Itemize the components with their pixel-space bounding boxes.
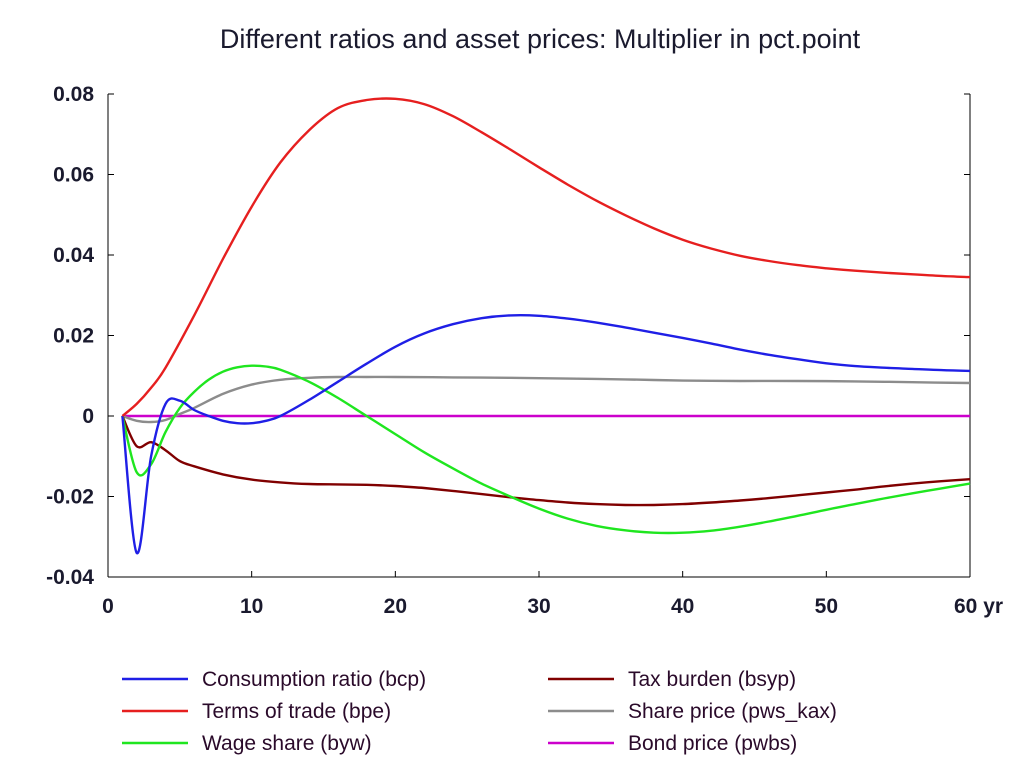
legend-label: Tax burden (bsyp) <box>628 668 796 691</box>
legend-label: Bond price (pwbs) <box>628 732 797 755</box>
legend-label: Wage share (byw) <box>202 732 372 755</box>
x-tick-label: 60 yr <box>954 595 1003 618</box>
legend-label: Share price (pws_kax) <box>628 700 837 723</box>
legend-label: Consumption ratio (bcp) <box>202 668 426 691</box>
legend-label: Terms of trade (bpe) <box>202 700 391 723</box>
y-tick-label: -0.04 <box>46 566 94 589</box>
legend: Consumption ratio (bcp) Terms of trade (b… <box>122 668 837 755</box>
series-line-wage-share-byw <box>121 364 971 535</box>
y-tick-label: 0.08 <box>53 83 94 106</box>
series-line-terms-of-trade-bpe <box>121 97 971 417</box>
chart-title: Different ratios and asset prices: Multi… <box>220 24 861 54</box>
x-tick-label: 50 <box>815 595 838 618</box>
y-tick-label: 0 <box>82 405 94 428</box>
y-tick-label: 0.06 <box>53 164 94 187</box>
y-tick-label: -0.02 <box>46 486 94 509</box>
y-tick-label: 0.04 <box>53 244 94 267</box>
series-line-consumption-ratio-bcp <box>121 313 971 555</box>
plot-area: -0.04 -0.02 0 0.02 0.04 0.06 0.08 0 10 20 30 40 50 60… <box>46 83 1003 618</box>
y-tick-label: 0.02 <box>53 325 94 348</box>
x-tick-label: 20 <box>384 595 407 618</box>
x-tick-label: 40 <box>671 595 694 618</box>
series-line-tax-burden-bsyp <box>121 415 971 507</box>
x-tick-label: 0 <box>102 595 114 618</box>
x-tick-label: 10 <box>240 595 263 618</box>
x-tick-label: 30 <box>527 595 550 618</box>
